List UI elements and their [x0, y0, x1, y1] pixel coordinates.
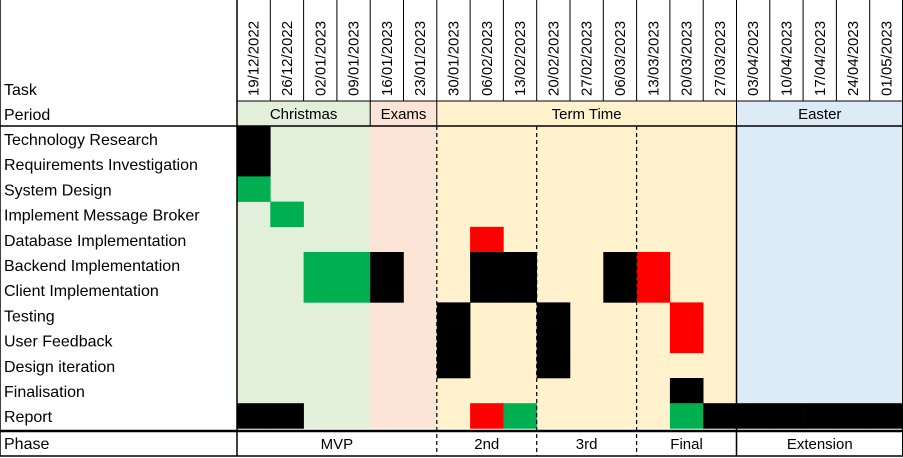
task-cell-5-7 — [470, 252, 504, 278]
week-label: 27/03/2023 — [712, 21, 729, 96]
task-cell-1-0 — [237, 151, 271, 177]
period-labels: Christmas Exams Term Time Easter — [270, 106, 842, 123]
phase-label: Final — [670, 436, 703, 453]
week-label: 06/02/2023 — [479, 21, 496, 96]
task-name: Client Implementation — [4, 283, 159, 300]
phase-label: MVP — [321, 436, 354, 453]
task-cell-11-7 — [470, 403, 504, 429]
task-cell-11-8 — [503, 403, 537, 429]
task-cell-6-4 — [370, 277, 404, 303]
week-label: 13/02/2023 — [512, 21, 529, 96]
task-cell-11-13 — [669, 403, 704, 429]
week-label: 26/12/2022 — [279, 21, 296, 96]
task-cell-7-9 — [536, 302, 571, 328]
phase-labels: MVP 2nd 3rd Final Extension — [321, 436, 853, 453]
phase-label: 2nd — [474, 436, 499, 453]
task-name: Testing — [4, 308, 55, 325]
task-cells — [237, 126, 903, 429]
phase-header: Phase — [4, 436, 49, 453]
task-cell-8-13 — [669, 327, 704, 354]
task-cell-11-17 — [803, 403, 837, 429]
task-name: Implement Message Broker — [4, 208, 200, 225]
task-cell-5-2 — [303, 252, 338, 278]
week-label: 06/03/2023 — [612, 21, 629, 96]
task-cell-5-4 — [370, 252, 404, 278]
task-cell-5-3 — [336, 252, 371, 278]
week-label: 17/04/2023 — [812, 21, 829, 96]
period-bg-3 — [736, 101, 903, 429]
task-name: Database Implementation — [4, 233, 186, 250]
task-name: System Design — [4, 182, 112, 199]
task-name: Report — [4, 409, 53, 426]
week-label: 19/12/2022 — [246, 21, 263, 96]
week-label: 20/02/2023 — [545, 21, 562, 96]
period-header: Period — [4, 107, 50, 124]
period-label: Exams — [381, 106, 427, 123]
week-label: 03/04/2023 — [745, 21, 762, 96]
task-cell-5-12 — [636, 252, 671, 278]
task-cell-6-12 — [636, 277, 671, 303]
task-cell-11-1 — [270, 403, 304, 429]
week-label: 27/02/2023 — [579, 21, 596, 96]
task-cell-0-0 — [237, 126, 271, 152]
task-cell-4-7 — [470, 226, 504, 253]
week-label: 23/01/2023 — [412, 21, 429, 96]
task-cell-2-0 — [237, 176, 271, 202]
task-cell-7-13 — [669, 302, 704, 328]
task-cell-11-15 — [736, 403, 771, 429]
task-name: Technology Research — [4, 132, 158, 149]
week-label: 13/03/2023 — [645, 21, 662, 96]
task-name: Design iteration — [4, 359, 115, 376]
week-label: 09/01/2023 — [346, 21, 363, 96]
task-cell-11-18 — [836, 403, 870, 429]
period-label: Term Time — [552, 106, 622, 123]
task-name: Requirements Investigation — [4, 157, 198, 174]
week-label: 24/04/2023 — [845, 21, 862, 96]
task-name: User Feedback — [4, 334, 113, 351]
task-cell-7-6 — [436, 302, 471, 328]
task-cell-8-9 — [536, 327, 571, 354]
week-label: 10/04/2023 — [778, 21, 795, 96]
task-name: Backend Implementation — [4, 258, 180, 275]
task-cell-6-2 — [303, 277, 338, 303]
task-cell-6-3 — [336, 277, 371, 303]
task-cell-6-11 — [603, 277, 637, 303]
week-labels: 19/12/2022 26/12/2022 02/01/2023 09/01/2023… — [246, 21, 896, 96]
task-cell-8-6 — [436, 327, 471, 354]
task-cell-5-11 — [603, 252, 637, 278]
period-label: Christmas — [270, 106, 338, 123]
task-cell-11-16 — [769, 403, 804, 429]
task-name: Finalisation — [4, 384, 85, 401]
period-label: Easter — [798, 106, 841, 123]
task-cell-6-8 — [503, 277, 537, 303]
week-label: 02/01/2023 — [312, 21, 329, 96]
task-header: Task — [4, 82, 38, 99]
task-cell-9-6 — [436, 352, 471, 379]
task-cell-11-0 — [237, 403, 271, 429]
task-cell-9-9 — [536, 352, 571, 379]
phase-label: Extension — [787, 436, 853, 453]
task-cell-11-14 — [703, 403, 737, 429]
task-cell-3-1 — [270, 201, 304, 228]
phase-label: 3rd — [576, 436, 598, 453]
week-label: 16/01/2023 — [379, 21, 396, 96]
task-cell-5-8 — [503, 252, 537, 278]
header-labels: Task Period Phase — [4, 82, 50, 453]
task-labels: Technology Research Requirements Investig… — [4, 132, 200, 426]
week-label: 01/05/2023 — [878, 21, 895, 96]
week-label: 30/01/2023 — [445, 21, 462, 96]
task-cell-10-13 — [669, 378, 704, 404]
task-cell-11-19 — [869, 403, 903, 429]
task-cell-6-7 — [470, 277, 504, 303]
week-label: 20/03/2023 — [679, 21, 696, 96]
